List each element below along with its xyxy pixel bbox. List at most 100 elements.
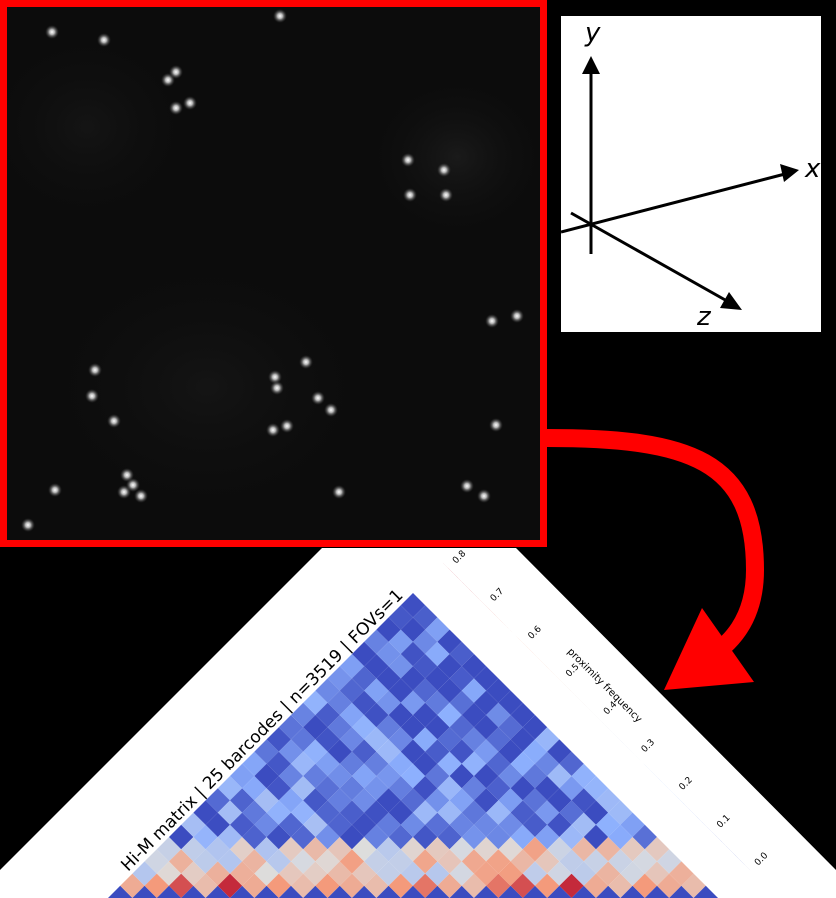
him-cell xyxy=(522,739,548,764)
coordinate-axes-diagram xyxy=(561,56,799,310)
him-cell xyxy=(583,849,609,874)
him-cell xyxy=(510,849,535,874)
him-cell xyxy=(205,885,230,898)
him-cell xyxy=(596,885,621,898)
him-cell xyxy=(327,885,352,898)
him-cell xyxy=(657,849,682,874)
fluorescent-spots xyxy=(21,9,524,532)
him-cell xyxy=(510,702,535,728)
fluorescent-spot xyxy=(311,391,325,405)
him-cell xyxy=(644,885,670,898)
him-cell xyxy=(327,763,352,789)
fluorescent-spot xyxy=(332,485,346,499)
fluorescent-spot xyxy=(270,381,284,395)
him-cell xyxy=(132,885,157,898)
him-cell xyxy=(254,885,279,898)
him-cell xyxy=(632,849,657,874)
him-cell xyxy=(193,849,218,874)
him-cell xyxy=(169,849,194,874)
x-axis-arrowhead xyxy=(780,164,799,182)
fluorescent-spot xyxy=(510,309,524,323)
fluorescent-spot xyxy=(477,489,491,503)
him-cell xyxy=(571,837,596,862)
him-cell xyxy=(522,861,548,886)
fluorescent-spot xyxy=(403,188,417,202)
fluorescent-spot xyxy=(280,419,294,433)
fluorescent-spot xyxy=(21,518,35,532)
him-cell xyxy=(632,873,657,898)
him-cell xyxy=(400,763,426,789)
him-cell xyxy=(608,800,633,825)
him-cell xyxy=(474,885,499,898)
him-cell xyxy=(486,702,511,728)
him-cell xyxy=(217,824,243,850)
fluorescent-spot xyxy=(85,389,99,403)
him-cell xyxy=(193,800,218,825)
him-cell xyxy=(547,885,572,898)
him-cell xyxy=(181,885,206,898)
him-cell xyxy=(144,849,169,874)
him-cell xyxy=(571,861,596,886)
fluorescent-spot xyxy=(324,403,338,417)
him-cell xyxy=(156,837,182,862)
microscopy-image-panel xyxy=(0,0,547,547)
him-cell xyxy=(608,824,633,850)
him-cell xyxy=(303,763,328,789)
fluorescent-spot xyxy=(489,418,503,432)
him-cell xyxy=(449,885,474,898)
him-cell xyxy=(388,824,413,850)
fluorescent-spot xyxy=(439,188,453,202)
fluorescent-spot xyxy=(183,96,197,110)
him-cell xyxy=(461,824,487,850)
colorbar-segment xyxy=(711,831,730,850)
him-cell xyxy=(425,763,450,789)
him-cell xyxy=(510,800,535,825)
him-cell xyxy=(498,861,523,886)
colorbar-segment xyxy=(681,801,700,820)
colorbar-segment xyxy=(719,839,737,857)
y-axis-arrowhead xyxy=(582,56,600,74)
him-cell xyxy=(669,861,694,886)
fluorescent-spot xyxy=(45,25,59,39)
him-cell xyxy=(230,763,255,789)
him-cell xyxy=(535,873,560,898)
colorbar-segment xyxy=(726,846,745,865)
fluorescent-spot xyxy=(485,314,499,328)
him-cell xyxy=(230,788,255,813)
fluorescent-spot xyxy=(107,414,121,428)
him-cell xyxy=(217,800,243,825)
fluorescent-spot xyxy=(401,153,415,167)
z-axis-arrowhead xyxy=(720,292,742,310)
him-cell xyxy=(559,800,584,825)
him-cell xyxy=(364,702,389,728)
him-cell xyxy=(449,763,474,789)
fluorescent-spot xyxy=(97,33,111,47)
him-cell xyxy=(547,763,572,789)
him-cell xyxy=(156,861,182,886)
z-axis-line xyxy=(570,211,728,303)
him-cell xyxy=(620,861,645,886)
him-cell xyxy=(535,849,560,874)
him-cell xyxy=(169,824,194,850)
him-cell xyxy=(644,861,670,886)
him-cell xyxy=(193,824,218,850)
him-cell xyxy=(352,885,377,898)
him-cell xyxy=(535,800,560,825)
him-cell xyxy=(522,885,548,898)
fluorescent-spot xyxy=(169,101,183,115)
him-cell xyxy=(657,873,682,898)
him-cell xyxy=(596,788,621,813)
fluorescent-spot xyxy=(126,478,140,492)
fluorescent-spot xyxy=(299,355,313,369)
him-cell xyxy=(156,885,182,898)
him-cell xyxy=(583,800,609,825)
him-cell xyxy=(425,885,450,898)
him-cell xyxy=(364,824,389,850)
him-cell xyxy=(571,885,596,898)
him-cell xyxy=(205,861,230,886)
him-cell xyxy=(596,812,621,837)
him-cell xyxy=(571,812,596,837)
fluorescent-spot xyxy=(437,163,451,177)
him-cell xyxy=(376,641,401,667)
him-cell xyxy=(108,885,133,898)
